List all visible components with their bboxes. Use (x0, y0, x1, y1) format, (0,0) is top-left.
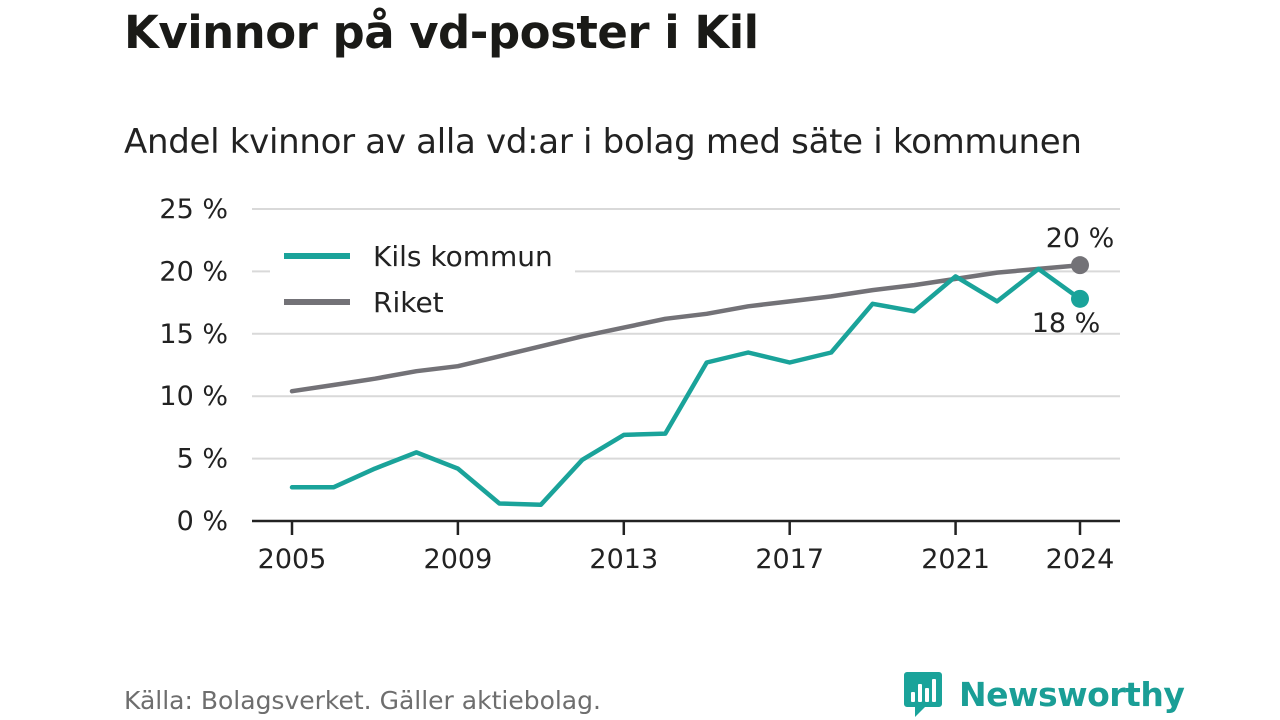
legend-label-kils-kommun: Kils kommun (373, 240, 553, 273)
end-point-riket (1071, 256, 1089, 275)
y-tick-label: 10 % (159, 381, 228, 412)
y-tick-label: 0 % (177, 506, 228, 537)
x-tick-label: 2005 (258, 544, 327, 575)
chart-title: Kvinnor på vd-poster i Kil (124, 6, 759, 59)
x-tick-label: 2017 (755, 544, 824, 575)
y-tick-label: 25 % (159, 194, 228, 225)
source-note: Källa: Bolagsverket. Gäller aktiebolag. (124, 686, 601, 715)
y-tick-label: 5 % (177, 444, 228, 475)
legend-label-riket: Riket (373, 286, 444, 319)
x-tick-label: 2013 (589, 544, 658, 575)
brand: Newsworthy (903, 670, 1185, 718)
end-label-riket: 20 % (1046, 223, 1115, 254)
line-chart: 0 % 5 % 10 % 15 % 20 % 25 % 2005 2009 2013 2017 20… (159, 194, 1120, 575)
end-point-kils-kommun (1071, 289, 1089, 308)
brand-name: Newsworthy (959, 674, 1185, 714)
series-line-kils-kommun (289, 266, 1083, 508)
x-tick-label: 2024 (1046, 544, 1115, 575)
x-tick-label: 2009 (424, 544, 493, 575)
y-tick-label: 20 % (159, 256, 228, 287)
end-label-kils-kommun: 18 % (1032, 308, 1101, 339)
legend-background (270, 234, 575, 324)
newsworthy-logo-icon (904, 672, 942, 717)
x-tick-label: 2021 (921, 544, 990, 575)
y-tick-label: 15 % (159, 319, 228, 350)
chart-subtitle: Andel kvinnor av alla vd:ar i bolag med … (124, 122, 1082, 162)
